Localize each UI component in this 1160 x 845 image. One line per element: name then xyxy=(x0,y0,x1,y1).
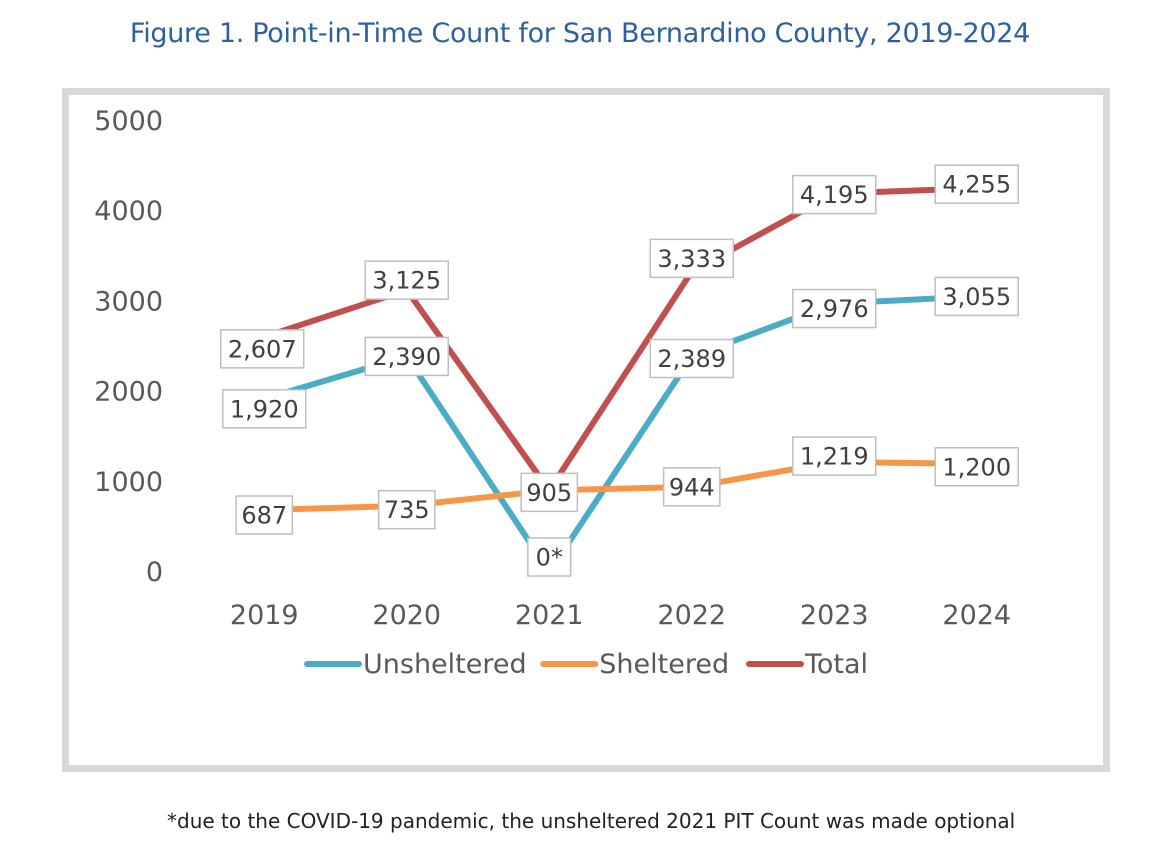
data-label-value: 944 xyxy=(669,473,715,501)
data-label-box xyxy=(662,467,721,507)
data-label-unsheltered: 2,389 xyxy=(649,338,734,379)
data-label-box xyxy=(792,174,877,215)
data-label-unsheltered: 3,055 xyxy=(934,276,1019,317)
data-label-box xyxy=(220,329,305,369)
y-tick-label: 4000 xyxy=(94,196,163,227)
footnote: *due to the COVID-19 pandemic, the unshe… xyxy=(167,809,1016,833)
y-tick-label: 5000 xyxy=(94,106,163,137)
figure-title: Figure 1. Point-in-Time Count for San Be… xyxy=(129,18,1031,49)
data-label-value: 3,333 xyxy=(657,245,726,273)
data-labels: 1,920 2,390 0* 2,389 2,976 3,055 687 735 905 944 1… xyxy=(220,164,1019,577)
x-tick-label: 2021 xyxy=(515,600,584,631)
data-label-box xyxy=(934,276,1019,317)
data-label-total: 2,607 xyxy=(220,329,305,369)
data-label-sheltered: 1,200 xyxy=(934,447,1019,487)
data-label-value: 2,389 xyxy=(657,345,726,373)
data-label-total: 4,195 xyxy=(792,174,877,215)
data-label-value: 3,125 xyxy=(372,267,441,295)
data-label-sheltered: 735 xyxy=(377,489,436,530)
x-tick-label: 2024 xyxy=(942,600,1011,631)
legend: Unsheltered Sheltered Total xyxy=(304,649,868,680)
data-label-total: 3,333 xyxy=(649,238,734,279)
data-label-box xyxy=(934,447,1019,487)
data-label-value: 4,255 xyxy=(942,171,1011,199)
y-tick-label: 2000 xyxy=(94,377,163,408)
x-tick-label: 2020 xyxy=(372,600,441,631)
data-label-sheltered: 905 xyxy=(520,472,579,513)
data-label-box xyxy=(377,489,436,530)
data-label-total: 4,255 xyxy=(934,164,1019,204)
data-label-total: 3,125 xyxy=(364,260,449,300)
data-label-box xyxy=(649,238,734,279)
y-tick-label: 1000 xyxy=(94,467,163,498)
data-label-sheltered: 687 xyxy=(235,495,294,535)
legend-label: Total xyxy=(804,649,868,680)
data-label-box xyxy=(792,436,877,476)
data-label-value: 1,219 xyxy=(800,443,869,471)
data-label-value: 2,390 xyxy=(372,343,441,371)
data-label-box xyxy=(235,495,294,535)
data-label-unsheltered: 1,920 xyxy=(222,389,307,429)
legend-item-unsheltered: Unsheltered xyxy=(304,649,527,680)
series-lines xyxy=(261,185,980,575)
data-label-value: 4,195 xyxy=(800,181,869,209)
data-label-value: 3,055 xyxy=(942,283,1011,311)
data-label-value: 0* xyxy=(536,544,563,572)
y-tick-label: 0 xyxy=(146,557,163,588)
y-tick-label: 3000 xyxy=(94,286,163,317)
data-label-box xyxy=(649,338,734,379)
data-label-value: 1,200 xyxy=(942,453,1011,481)
data-label-value: 2,607 xyxy=(228,335,297,363)
data-label-value: 735 xyxy=(384,496,430,524)
data-label-unsheltered: 0* xyxy=(527,537,572,577)
data-label-box xyxy=(792,288,877,329)
data-label-box xyxy=(520,472,579,513)
data-label-box xyxy=(364,260,449,300)
x-axis-ticks: 2019 2020 2021 2022 2023 2024 xyxy=(230,600,1011,631)
data-label-sheltered: 1,219 xyxy=(792,436,877,476)
legend-label: Unsheltered xyxy=(363,649,527,680)
data-label-value: 2,976 xyxy=(800,295,869,323)
x-tick-label: 2023 xyxy=(800,600,869,631)
data-label-value: 687 xyxy=(241,502,287,530)
data-label-value: 905 xyxy=(526,479,572,507)
data-label-box xyxy=(222,389,307,429)
x-tick-label: 2022 xyxy=(657,600,726,631)
legend-item-total: Total xyxy=(746,649,868,680)
legend-label: Sheltered xyxy=(599,649,729,680)
data-label-box xyxy=(364,336,449,377)
data-label-unsheltered: 2,976 xyxy=(792,288,877,329)
data-label-box xyxy=(934,164,1019,204)
data-label-unsheltered: 2,390 xyxy=(364,336,449,377)
data-label-sheltered: 944 xyxy=(662,467,721,507)
data-label-value: 1,920 xyxy=(230,395,299,423)
legend-item-sheltered: Sheltered xyxy=(540,649,729,680)
x-tick-label: 2019 xyxy=(230,600,299,631)
data-label-box xyxy=(527,537,572,577)
y-axis-ticks: 0 1000 2000 3000 4000 5000 xyxy=(94,106,163,588)
